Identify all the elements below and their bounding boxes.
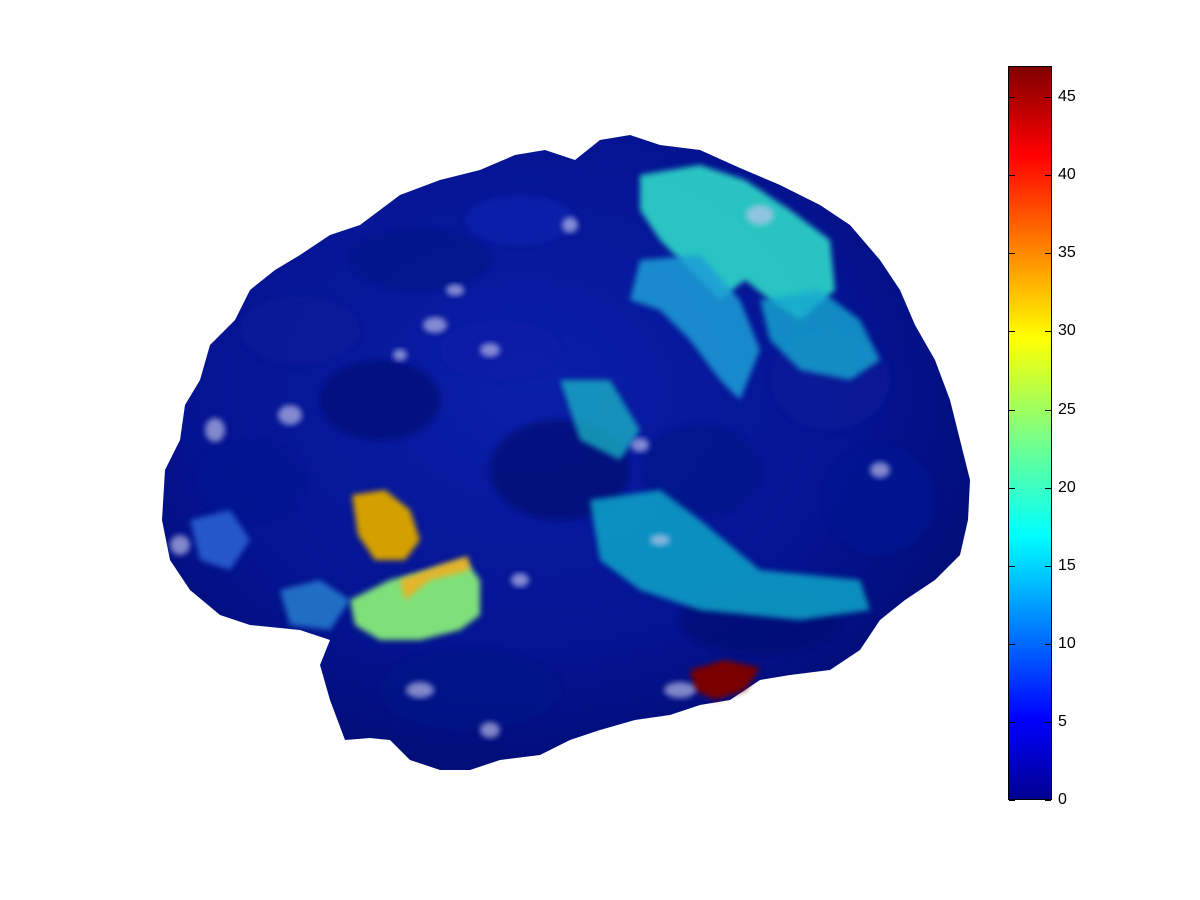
colorbar-tick-label: 25: [1058, 400, 1076, 418]
specular-highlights: [170, 205, 890, 738]
colorbar-tick-label: 35: [1058, 244, 1076, 262]
activation-yellow-frontal: [352, 490, 420, 560]
colorbar-tick-left: [1009, 800, 1015, 801]
colorbar-tick-right: [1045, 331, 1051, 333]
colorbar-frame: [1008, 66, 1052, 801]
light-blue-patches: [190, 510, 350, 630]
activation-green-superior-temporal: [350, 556, 480, 640]
colorbar-tick-label: 0: [1058, 791, 1067, 808]
colorbar-tick-left: [1009, 253, 1015, 255]
colorbar-tick-label: 30: [1058, 322, 1076, 340]
colorbar-gradient: [1009, 67, 1051, 799]
colorbar-tick-left: [1009, 565, 1015, 567]
colorbar-tick-left: [1009, 721, 1015, 723]
colorbar-tick-label: 10: [1058, 634, 1076, 652]
colorbar-tick-right: [1045, 409, 1051, 411]
activation-red-temporal-pole: [690, 660, 760, 700]
colorbar-tick-left: [1009, 175, 1015, 177]
activation-cyan-parietal: [630, 165, 880, 400]
colorbar-tick-right: [1045, 643, 1051, 645]
colorbar-tick-label: 45: [1058, 88, 1076, 106]
colorbar-tick-right: [1045, 565, 1051, 567]
colorbar-tick-left: [1009, 97, 1015, 99]
colorbar-tick-left: [1009, 487, 1015, 489]
colorbar-tick-right: [1045, 721, 1051, 723]
colorbar-tick-left: [1009, 643, 1015, 645]
colorbar-tick-label: 40: [1058, 166, 1076, 184]
colorbar-tick-right: [1045, 800, 1051, 801]
colorbar-tick-right: [1045, 97, 1051, 99]
colorbar-tick-label: 5: [1058, 712, 1067, 730]
colorbar-tick-right: [1045, 175, 1051, 177]
colorbar-tick-left: [1009, 409, 1015, 411]
colorbar-tick-label: 20: [1058, 478, 1076, 496]
colorbar-tick-left: [1009, 331, 1015, 333]
colorbar-tick-right: [1045, 253, 1051, 255]
colorbar-tick-label: 15: [1058, 556, 1076, 574]
activation-cyan-temporal: [560, 380, 870, 620]
colorbar-tick-right: [1045, 487, 1051, 489]
